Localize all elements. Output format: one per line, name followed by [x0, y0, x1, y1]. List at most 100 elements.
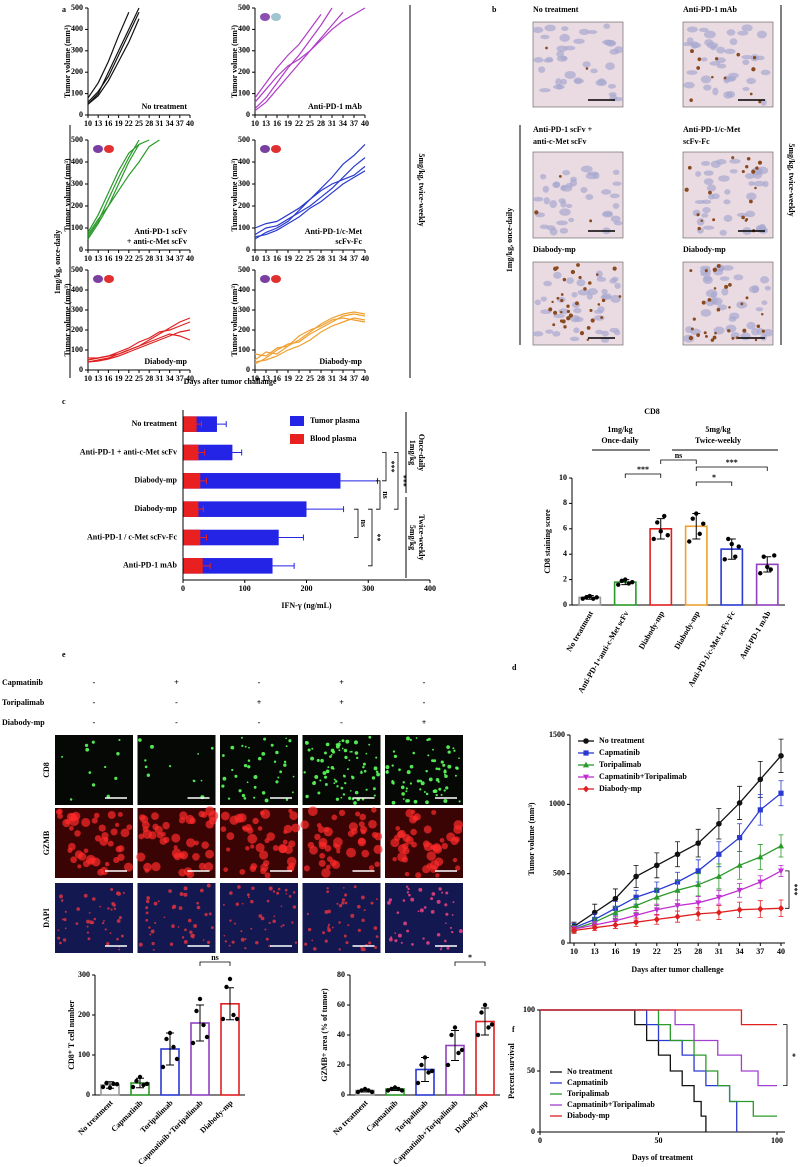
signal — [114, 776, 118, 780]
signal — [258, 914, 263, 918]
cell — [695, 171, 702, 177]
signal — [120, 828, 130, 838]
signal — [405, 787, 408, 790]
signal — [404, 871, 410, 877]
signal — [405, 790, 408, 793]
cd8-cell — [597, 303, 601, 306]
signal — [336, 742, 341, 747]
x-tick-label: 16 — [273, 374, 281, 383]
signal — [230, 745, 235, 750]
data-point — [190, 1040, 196, 1046]
signal — [116, 752, 120, 756]
signal — [372, 787, 376, 791]
signal — [388, 898, 393, 902]
cell — [545, 329, 554, 334]
signal — [398, 768, 401, 772]
cd8-cell — [684, 187, 689, 192]
bar — [183, 416, 197, 432]
group-label: 1mg/kg — [607, 425, 632, 434]
cell — [613, 330, 621, 336]
y-tick-label: 8 — [563, 498, 567, 507]
signal — [458, 929, 463, 934]
signal — [356, 904, 361, 909]
signal — [322, 931, 326, 935]
cell — [723, 199, 731, 205]
signal — [396, 911, 400, 914]
side-label: 5mg/kg, twice-weekly — [787, 143, 796, 216]
cd8-cell — [576, 263, 580, 267]
signal — [348, 759, 351, 762]
signal — [88, 911, 91, 914]
signal — [257, 826, 263, 831]
panel-label: a — [62, 5, 66, 14]
marker — [612, 895, 619, 902]
y-tick-label: 300 — [238, 305, 250, 314]
signal — [107, 840, 114, 847]
cd8-cell — [689, 98, 693, 102]
cd8-cell — [575, 301, 579, 306]
y-tick-label: 400 — [71, 24, 83, 33]
cell — [555, 78, 562, 86]
cd8-cell — [751, 67, 756, 72]
signal — [346, 847, 356, 858]
cd8-cell — [704, 269, 708, 273]
side-label: 1mg/kg, once-daily — [53, 230, 62, 294]
signal — [375, 935, 379, 938]
signal — [64, 927, 67, 930]
data-point — [701, 521, 706, 526]
cell — [559, 227, 569, 234]
chart-label: scFv-Fc — [335, 237, 362, 246]
signal — [146, 899, 150, 904]
fluorescence-image — [302, 735, 381, 805]
cd8-cell — [707, 297, 712, 302]
marker — [612, 909, 619, 915]
side-label: 1mg/kg, once-daily — [505, 208, 514, 272]
x-tick-label: 10 — [570, 947, 578, 956]
marker — [757, 776, 764, 783]
cell — [724, 48, 736, 55]
cell — [578, 28, 590, 36]
cd8-cell — [740, 302, 744, 306]
bar — [183, 501, 307, 517]
signal — [419, 788, 422, 791]
cell — [700, 57, 708, 62]
signal — [185, 814, 195, 825]
data-point — [475, 1032, 481, 1038]
signal — [146, 896, 151, 900]
signal — [338, 948, 341, 951]
marker — [757, 879, 764, 886]
y-axis-label: CD8⁺ T cell number — [67, 1000, 76, 1070]
signal — [425, 800, 429, 805]
signal — [333, 778, 336, 781]
data-point — [111, 1081, 116, 1087]
data-point — [479, 1010, 484, 1015]
signal — [291, 791, 294, 794]
data-point — [459, 1047, 465, 1053]
cell — [726, 29, 736, 36]
cell — [546, 225, 556, 231]
series-line — [254, 14, 322, 99]
signal — [221, 811, 230, 821]
cell: + — [257, 698, 262, 707]
signal — [391, 800, 396, 805]
x-tick-label: Anti-PD-1 mAb — [738, 609, 773, 661]
signal — [317, 791, 321, 795]
marker — [674, 851, 681, 858]
signal — [237, 885, 241, 889]
marker — [633, 912, 640, 919]
cd8-cell — [690, 327, 694, 331]
series-line — [87, 321, 191, 361]
data-point — [160, 1064, 166, 1070]
signal — [264, 928, 267, 931]
data-point — [726, 536, 731, 542]
cell — [609, 193, 620, 199]
signal — [392, 750, 396, 753]
signal — [373, 766, 378, 771]
signal — [403, 921, 407, 926]
signal — [345, 941, 349, 945]
bar — [183, 529, 279, 546]
series-line — [254, 317, 366, 357]
group-label: Twice-weekly — [417, 514, 426, 560]
signal — [77, 864, 82, 869]
signal — [148, 831, 157, 840]
